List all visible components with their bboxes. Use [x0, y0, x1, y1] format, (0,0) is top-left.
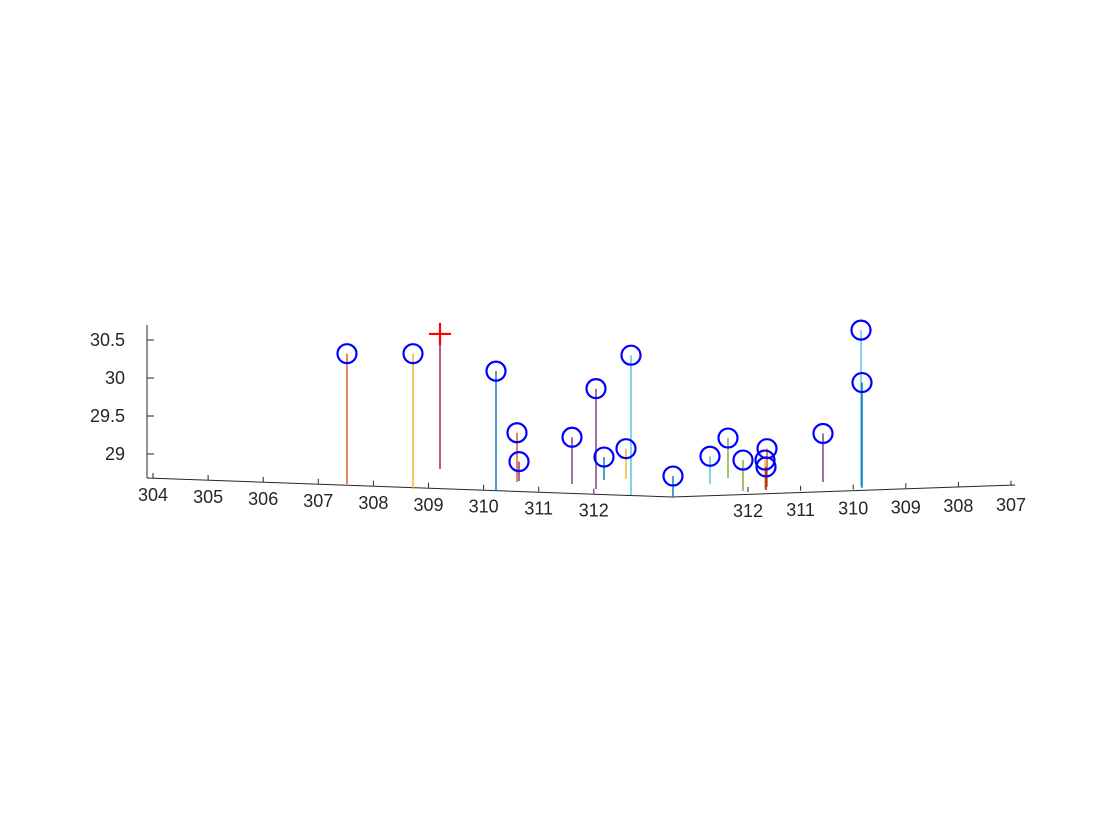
y-tick-label: 309 [891, 497, 921, 517]
circle-marker [508, 451, 530, 473]
circle-marker [812, 422, 834, 445]
x-tick-label: 306 [248, 489, 278, 509]
circle-marker [620, 344, 642, 366]
y-axis-line [671, 484, 1016, 498]
z-tick-label: 29.5 [90, 406, 125, 426]
circle-marker [699, 445, 721, 467]
circle-marker [506, 422, 528, 444]
stem-lines [346, 330, 863, 497]
circle-marker [662, 465, 684, 487]
circle-marker [754, 449, 776, 471]
x-tick-label: 305 [193, 487, 223, 507]
z-tick-label: 30.5 [90, 330, 125, 350]
circle-marker [585, 378, 607, 400]
plus-marker [429, 322, 451, 345]
x-axis-line [146, 477, 673, 498]
circle-marker [402, 343, 424, 365]
z-tick-label: 29 [105, 444, 125, 464]
circle-marker [717, 427, 739, 449]
x-tick-label: 309 [413, 495, 443, 515]
y-tick-label: 308 [943, 496, 973, 516]
y-tick-label: 307 [996, 495, 1026, 515]
z-tick-label: 30 [105, 368, 125, 388]
x-axis: 304 305 306 307 308 309 310 311 312 [138, 473, 673, 521]
z-axis: 29 29.5 30 30.5 [90, 325, 154, 478]
circle-marker [593, 446, 615, 468]
y-tick-label: 312 [733, 501, 763, 521]
y-tick-label: 311 [786, 500, 815, 520]
x-tick-label: 312 [579, 501, 609, 521]
x-tick-label: 308 [358, 493, 388, 513]
y-tick-label: 310 [838, 499, 868, 519]
x-tick-label: 304 [138, 485, 168, 505]
circle-marker [755, 456, 777, 478]
x-tick-label: 310 [469, 497, 499, 517]
circle-marker [561, 426, 583, 448]
circle-marker [485, 360, 507, 382]
circle-marker [615, 438, 637, 460]
x-tick-label: 307 [303, 491, 333, 511]
y-axis: 312 311 310 309 308 307 [671, 480, 1026, 521]
data-markers [336, 319, 873, 487]
x-tick-label: 311 [524, 499, 553, 519]
circle-marker [336, 343, 358, 365]
circle-marker [850, 319, 872, 341]
circle-marker [851, 371, 873, 394]
circle-marker [732, 449, 754, 471]
